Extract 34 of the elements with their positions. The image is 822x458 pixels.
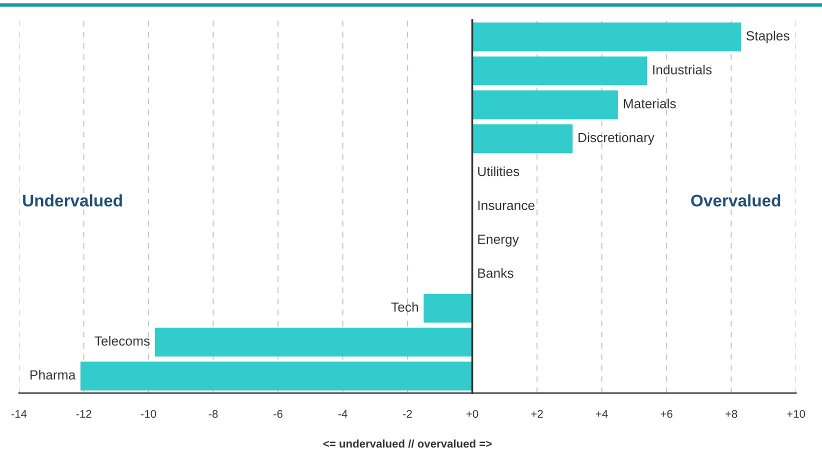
- annotation: Undervalued: [23, 194, 122, 207]
- y-tick-label: Utilities: [478, 166, 520, 176]
- bar: [154, 328, 472, 357]
- y-tick-label: Telecoms: [94, 336, 150, 346]
- bar: [472, 56, 648, 86]
- bar: [472, 90, 618, 120]
- x-tick-label: +0: [466, 410, 478, 418]
- y-tick-label: Pharma: [30, 370, 76, 380]
- bar: [80, 362, 472, 390]
- x-tick-label: +4: [596, 410, 608, 418]
- bar: [472, 22, 741, 52]
- bar: [472, 124, 573, 154]
- x-tick-label: -10: [140, 410, 156, 418]
- x-tick-label: +8: [725, 410, 738, 418]
- y-tick-label: Staples: [746, 30, 790, 44]
- y-tick-label: Insurance: [478, 200, 534, 210]
- y-tick-label: Industrials: [653, 64, 712, 74]
- x-tick-label: -6: [274, 410, 282, 418]
- y-tick-label: Tech: [391, 302, 418, 312]
- y-tick-label: Energy: [478, 234, 519, 247]
- y-tick-label: Banks: [478, 268, 514, 278]
- x-tick-label: +10: [787, 410, 806, 418]
- y-tick-label: Materials: [624, 98, 676, 108]
- x-tick-label: -8: [208, 410, 218, 418]
- x-tick-label: +2: [531, 410, 543, 418]
- bar: [424, 294, 472, 323]
- x-tick-label: -2: [403, 410, 412, 418]
- x-axis-title: <= undervalued // overvalued =>: [323, 439, 492, 448]
- annotation: Overvalued: [691, 194, 780, 207]
- y-tick-label: Discretionary: [578, 132, 654, 145]
- x-tick-label: -4: [338, 410, 348, 418]
- x-tick-label: -14: [11, 410, 27, 418]
- x-tick-label: +6: [660, 410, 672, 418]
- x-tick-label: -12: [76, 410, 92, 418]
